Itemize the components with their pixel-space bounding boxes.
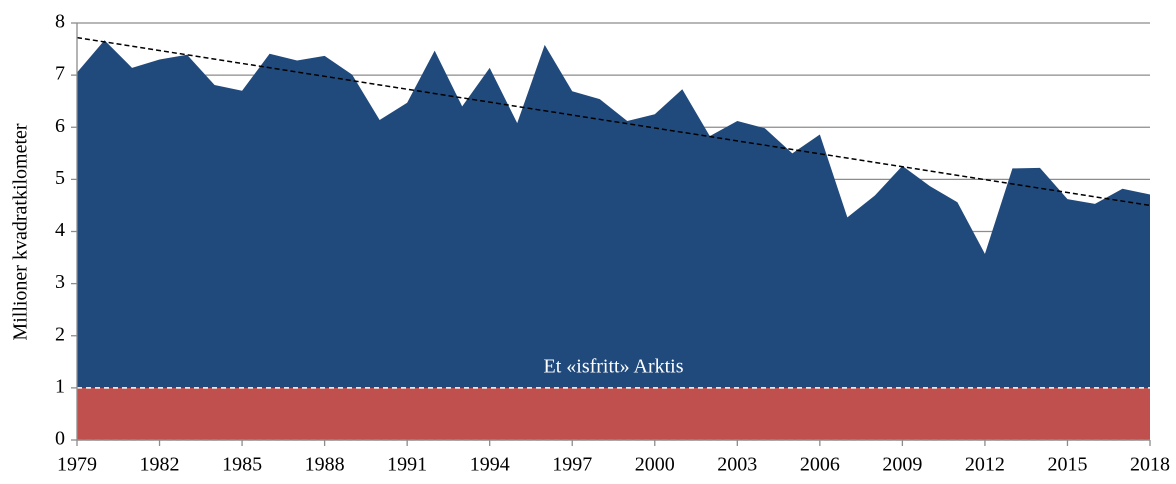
y-tick-label: 4 xyxy=(55,219,65,241)
x-tick-label: 1994 xyxy=(470,454,510,476)
x-tick-label: 1991 xyxy=(387,454,427,476)
x-tick-label: 1985 xyxy=(222,454,262,476)
x-tick-label: 2000 xyxy=(635,454,675,476)
y-tick-label: 0 xyxy=(55,428,65,450)
y-axis-label: Millioner kvadratkilometer xyxy=(10,123,32,340)
y-tick-label: 1 xyxy=(55,375,65,397)
x-tick-label: 2012 xyxy=(965,454,1005,476)
y-tick-label: 7 xyxy=(55,63,65,85)
y-tick-label: 3 xyxy=(55,271,65,293)
y-tick-label: 6 xyxy=(55,115,65,137)
x-tick-label: 2015 xyxy=(1047,454,1087,476)
x-tick-label: 1982 xyxy=(140,454,180,476)
trend-line xyxy=(76,36,1151,207)
y-tick-label: 8 xyxy=(55,11,65,33)
y-tick-label: 2 xyxy=(55,323,65,345)
x-tick-label: 2006 xyxy=(800,454,840,476)
area xyxy=(77,40,1150,441)
x-tick-label: 2003 xyxy=(717,454,757,476)
threshold-label: Et «isfritt» Arktis xyxy=(544,355,684,377)
x-tick-label: 1979 xyxy=(57,454,97,476)
x-tick-label: 1997 xyxy=(552,454,592,476)
y-tick-label: 5 xyxy=(55,167,65,189)
x-tick-label: 2009 xyxy=(882,454,922,476)
x-tick-label: 1988 xyxy=(305,454,345,476)
x-tick-label: 2018 xyxy=(1130,454,1170,476)
threshold-band xyxy=(77,387,1150,440)
